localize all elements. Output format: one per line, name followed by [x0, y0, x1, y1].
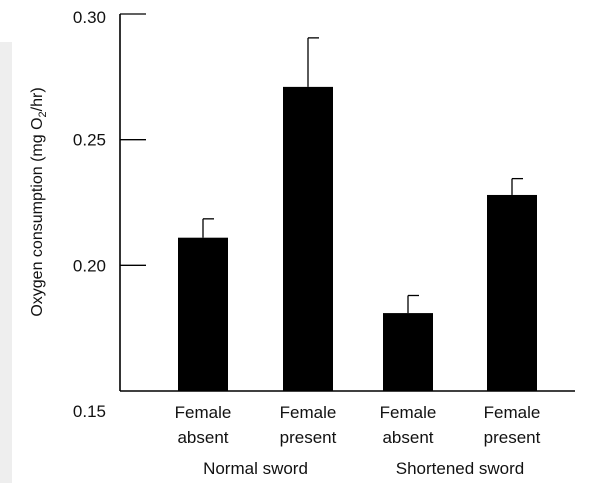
category-label-line2: absent: [382, 428, 433, 447]
category-label: Female absent: [175, 403, 232, 447]
category-label-line2: absent: [177, 428, 228, 447]
category-label-line2: present: [484, 428, 541, 447]
group-labels: Normal sword Shortened sword: [203, 459, 524, 478]
error-bars: [202, 37, 523, 314]
group-label: Normal sword: [203, 459, 308, 478]
left-background-strip: [0, 42, 12, 483]
bar: [487, 194, 537, 391]
y-ticks: 0.15 0.20 0.25 0.30: [73, 8, 146, 421]
y-tick-label: 0.15: [73, 402, 106, 421]
y-tick-label: 0.30: [73, 8, 106, 27]
bar: [178, 237, 228, 391]
category-label-line1: Female: [484, 403, 541, 422]
category-label: Female present: [280, 403, 337, 447]
bar: [383, 313, 433, 391]
y-axis-title: Oxygen consumption (mg O2/hr): [29, 87, 49, 316]
bar: [283, 86, 333, 392]
bars: [178, 86, 537, 392]
category-label: Female absent: [380, 403, 437, 447]
category-label-line1: Female: [280, 403, 337, 422]
category-label-line2: present: [280, 428, 337, 447]
category-label-line1: Female: [380, 403, 437, 422]
y-tick-label: 0.25: [73, 131, 106, 150]
group-label: Shortened sword: [396, 459, 525, 478]
category-label-line1: Female: [175, 403, 232, 422]
y-tick-label: 0.20: [73, 256, 106, 275]
category-label: Female present: [484, 403, 541, 447]
